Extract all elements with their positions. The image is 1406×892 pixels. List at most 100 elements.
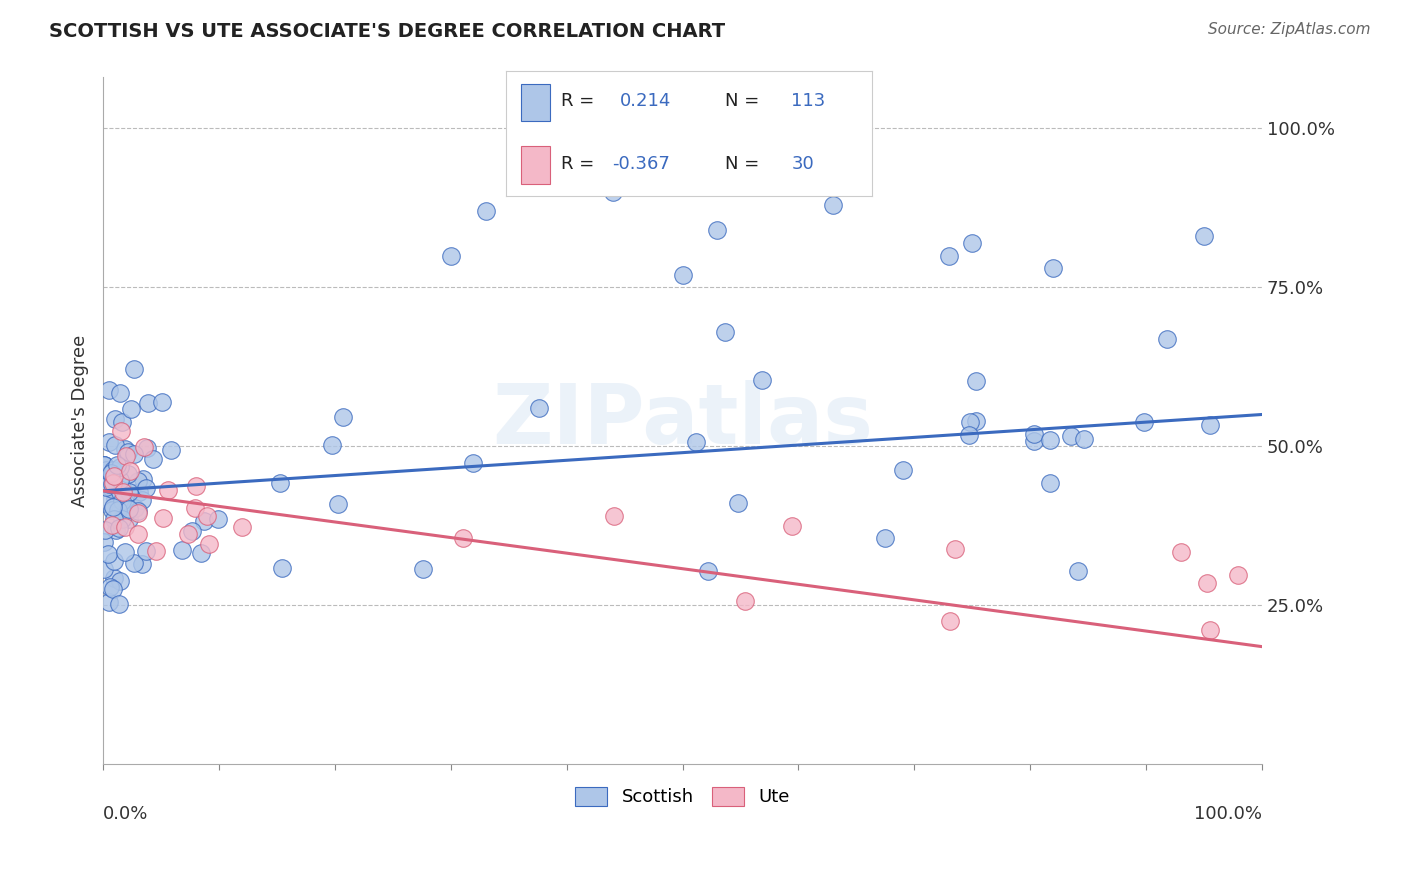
Point [177, 527, 200, 541]
Point [943, 542, 966, 557]
Point [94, 523, 117, 537]
Point [195, 509, 218, 524]
Point [114, 450, 136, 464]
Point [156, 483, 179, 497]
Point [671, 268, 693, 282]
Point [751, 373, 773, 387]
Point [110, 425, 132, 439]
Point [1133, 415, 1156, 429]
Point [98, 477, 121, 491]
Point [602, 509, 624, 524]
Point [135, 544, 157, 558]
Point [110, 460, 132, 475]
Point [186, 479, 208, 493]
Point [127, 504, 149, 518]
Point [104, 491, 127, 506]
Point [959, 415, 981, 429]
Text: 30: 30 [792, 155, 814, 173]
Point [100, 517, 122, 532]
Point [181, 524, 204, 539]
Point [697, 565, 720, 579]
Point [1199, 624, 1222, 638]
Point [117, 502, 139, 516]
Point [463, 456, 485, 470]
Point [108, 521, 131, 535]
Point [207, 512, 229, 526]
Point [108, 597, 131, 611]
Point [159, 443, 181, 458]
Point [128, 484, 150, 499]
Point [117, 445, 139, 459]
Point [107, 503, 129, 517]
Point [136, 396, 159, 410]
Text: R =: R = [561, 93, 600, 111]
Point [193, 514, 215, 528]
Point [127, 506, 149, 520]
Point [100, 580, 122, 594]
Point [103, 554, 125, 568]
Point [97, 548, 120, 562]
Point [114, 442, 136, 456]
Point [150, 395, 173, 409]
Point [101, 475, 124, 490]
Point [135, 482, 157, 496]
Point [127, 474, 149, 488]
Point [965, 414, 987, 428]
Point [136, 442, 159, 456]
Point [104, 523, 127, 537]
Point [685, 434, 707, 449]
Point [108, 484, 131, 499]
Point [142, 451, 165, 466]
Point [93, 562, 115, 576]
Point [108, 574, 131, 588]
Point [1170, 545, 1192, 559]
Point [131, 492, 153, 507]
Point [101, 582, 124, 597]
Point [108, 473, 131, 487]
Point [122, 362, 145, 376]
Point [101, 477, 124, 491]
Text: R =: R = [561, 155, 600, 173]
Point [93, 535, 115, 549]
Point [112, 484, 135, 499]
Legend: Scottish, Ute: Scottish, Ute [568, 780, 797, 814]
Point [127, 526, 149, 541]
Point [184, 500, 207, 515]
Point [107, 458, 129, 472]
Point [1195, 575, 1218, 590]
Point [104, 438, 127, 452]
Point [100, 503, 122, 517]
Point [101, 500, 124, 514]
Point [122, 557, 145, 571]
Point [1073, 432, 1095, 446]
Point [1192, 229, 1215, 244]
Text: -0.367: -0.367 [612, 155, 671, 173]
Point [131, 557, 153, 571]
Bar [520, 146, 550, 184]
Text: 0.0%: 0.0% [103, 805, 149, 823]
Text: 100.0%: 100.0% [1194, 805, 1263, 823]
Point [104, 412, 127, 426]
Point [714, 325, 737, 339]
Text: ZIPatlas: ZIPatlas [492, 380, 873, 461]
Point [100, 466, 122, 480]
Point [412, 562, 434, 576]
Point [1042, 261, 1064, 276]
Point [271, 560, 294, 574]
Point [602, 185, 624, 199]
Point [269, 476, 291, 491]
Point [97, 595, 120, 609]
Point [474, 204, 496, 219]
Point [114, 520, 136, 534]
Point [118, 484, 141, 499]
Point [1067, 564, 1090, 578]
Point [124, 500, 146, 515]
Point [117, 467, 139, 482]
Point [120, 401, 142, 416]
Point [103, 571, 125, 585]
Point [93, 458, 115, 473]
Point [101, 463, 124, 477]
Point [111, 415, 134, 429]
Point [108, 386, 131, 401]
Point [96, 480, 118, 494]
